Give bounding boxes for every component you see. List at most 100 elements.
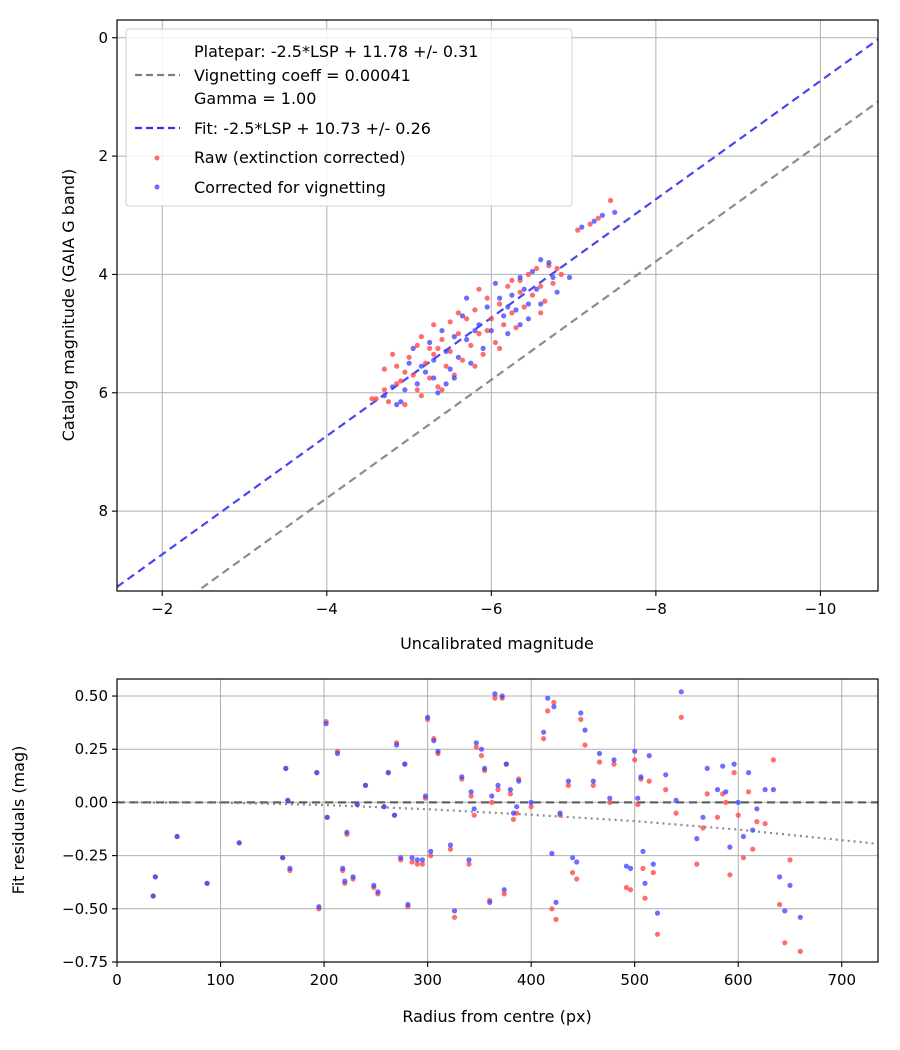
bottom-point-raw xyxy=(596,759,603,765)
top-point-corrected xyxy=(566,274,573,280)
top-point-raw xyxy=(521,304,527,310)
top-point-corrected xyxy=(468,360,474,366)
bottom-point-raw xyxy=(451,914,458,920)
bottom-point-corrected xyxy=(487,899,493,906)
top-point-raw xyxy=(427,375,433,381)
bottom-point-corrected xyxy=(545,695,551,701)
top-point-corrected xyxy=(517,274,523,280)
top-point-corrected xyxy=(422,369,429,375)
bottom-point-raw xyxy=(574,876,580,882)
bottom-point-corrected xyxy=(478,746,485,752)
bottom-point-corrected xyxy=(174,833,180,840)
bottom-point-raw xyxy=(678,714,684,720)
top-point-raw xyxy=(447,348,453,354)
bottom-point-corrected xyxy=(646,753,652,759)
bottom-point-corrected xyxy=(447,842,453,848)
bottom-point-corrected xyxy=(334,750,341,757)
bottom-point-corrected xyxy=(422,793,429,799)
top-point-raw xyxy=(529,292,536,298)
bottom-x-tick-label: 300 xyxy=(413,971,442,989)
bottom-point-raw xyxy=(750,846,756,852)
top-point-raw xyxy=(439,336,445,343)
bottom-point-corrected xyxy=(435,748,441,754)
top-point-raw xyxy=(373,396,379,402)
bottom-point-raw xyxy=(570,870,576,876)
bottom-scatter-points xyxy=(150,689,803,955)
top-point-corrected xyxy=(435,390,441,396)
top-point-corrected xyxy=(455,354,461,360)
top-point-raw xyxy=(497,345,503,351)
top-point-raw xyxy=(517,289,523,295)
top-point-raw xyxy=(390,351,396,357)
top-point-raw xyxy=(427,345,433,351)
bottom-point-corrected xyxy=(740,833,747,840)
bottom-point-raw xyxy=(642,895,648,901)
top-y-axis-label: Catalog magnitude (GAIA G band) xyxy=(59,169,78,441)
bottom-point-corrected xyxy=(459,774,465,780)
bottom-point-corrected xyxy=(638,774,644,780)
bottom-point-corrected xyxy=(770,787,777,793)
bottom-x-tick-label: 0 xyxy=(112,971,122,989)
bottom-point-corrected xyxy=(654,910,661,916)
bottom-point-raw xyxy=(471,812,477,818)
top-point-corrected xyxy=(612,209,618,215)
top-point-corrected xyxy=(497,295,503,301)
bottom-point-corrected xyxy=(635,795,641,801)
bottom-point-corrected xyxy=(642,880,648,886)
bottom-point-corrected xyxy=(516,778,522,784)
top-point-corrected xyxy=(394,402,400,408)
top-x-tick-label: −6 xyxy=(480,600,502,618)
bottom-point-corrected xyxy=(236,840,242,846)
top-point-raw xyxy=(497,301,503,307)
bottom-point-corrected xyxy=(607,795,613,801)
top-point-corrected xyxy=(538,301,544,307)
top-point-raw xyxy=(381,387,387,393)
top-point-corrected xyxy=(398,399,404,405)
top-point-corrected xyxy=(431,357,437,363)
bottom-point-corrected xyxy=(565,778,572,784)
bottom-point-raw xyxy=(541,736,547,742)
bottom-y-tick-label: 0.50 xyxy=(75,687,108,705)
bottom-point-raw xyxy=(590,782,596,789)
bottom-point-raw xyxy=(762,821,768,827)
bottom-point-corrected xyxy=(314,770,320,776)
bottom-point-raw xyxy=(735,812,741,818)
top-point-corrected xyxy=(472,328,478,334)
legend-vignetting-label: Vignetting coeff = 0.00041 xyxy=(194,66,411,85)
top-point-raw xyxy=(595,215,601,221)
top-x-tick-label: −10 xyxy=(805,600,837,618)
top-point-corrected xyxy=(492,280,498,286)
bottom-point-raw xyxy=(623,884,630,891)
top-point-corrected xyxy=(451,375,457,381)
top-point-corrected xyxy=(525,316,532,322)
bottom-point-corrected xyxy=(501,887,507,893)
bottom-y-axis-label: Fit residuals (mag) xyxy=(9,746,28,895)
top-point-raw xyxy=(525,271,532,277)
bottom-point-corrected xyxy=(723,789,729,795)
top-point-corrected xyxy=(525,301,532,307)
bottom-point-corrected xyxy=(499,693,505,699)
bottom-point-raw xyxy=(473,744,479,750)
bottom-point-corrected xyxy=(510,810,517,816)
top-point-corrected xyxy=(501,313,507,319)
top-line-platepar-2-5-lsp-11- xyxy=(195,100,878,591)
top-point-raw xyxy=(455,310,461,316)
top-point-raw xyxy=(558,271,564,277)
bottom-point-raw xyxy=(409,859,415,865)
top-point-corrected xyxy=(521,286,527,292)
top-point-corrected xyxy=(517,322,523,328)
bottom-point-corrected xyxy=(623,863,630,869)
legend: Platepar: -2.5*LSP + 11.78 +/- 0.31 Vign… xyxy=(125,28,573,207)
top-point-raw xyxy=(550,280,556,286)
top-point-raw xyxy=(431,322,437,328)
top-point-raw xyxy=(472,363,478,369)
bottom-point-raw xyxy=(466,861,472,867)
legend-gamma-label: Gamma = 1.00 xyxy=(194,89,316,108)
bottom-point-raw xyxy=(650,870,656,876)
bottom-y-tick-label: −0.75 xyxy=(62,953,108,971)
top-point-corrected xyxy=(406,360,412,366)
top-point-raw xyxy=(410,372,416,378)
top-point-raw xyxy=(402,369,408,375)
bottom-point-raw xyxy=(627,887,634,893)
